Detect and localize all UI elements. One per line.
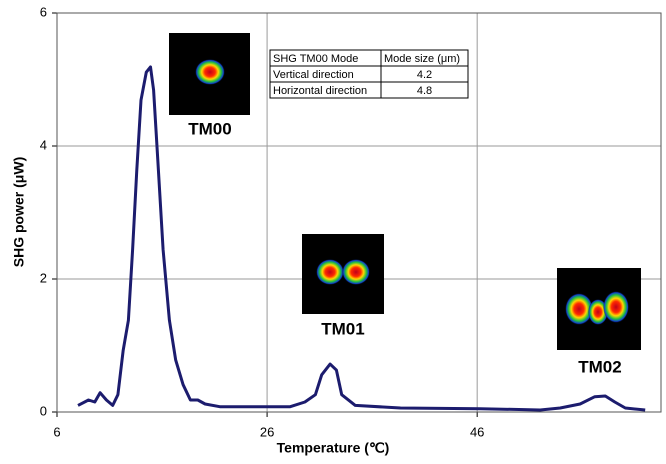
mode-spot [195,59,225,85]
table-header: Mode size (μm) [384,53,460,65]
table-cell: 4.2 [417,69,432,81]
mode-inset: TM00 [169,33,250,138]
mode-label: TM00 [188,119,231,138]
table-header: SHG TM00 Mode [273,53,358,65]
y-axis-label: SHG power (μW) [11,157,27,267]
x-tick-label: 46 [470,424,484,439]
mode-spot [565,293,593,325]
mode-spot [603,291,629,323]
table-cell: Horizontal direction [273,85,367,97]
mode-label: TM02 [578,357,621,376]
y-tick-label: 0 [40,403,47,418]
mode-label: TM01 [321,319,364,338]
inset-table: SHG TM00 Mode Mode size (μm) Vertical dire… [269,49,469,99]
mode-inset: TM02 [557,268,641,376]
data-line [77,65,646,412]
mode-spot [316,259,344,285]
y-tick-label: 6 [40,4,47,19]
y-tick-label: 2 [40,270,47,285]
x-tick-label: 26 [260,424,274,439]
x-axis-label: Temperature (℃) [277,440,390,456]
plot-frame [56,12,662,413]
x-tick-label: 6 [53,424,60,439]
mode-spot [342,259,370,285]
mode-inset: TM01 [302,234,384,338]
y-tick-label: 4 [40,137,47,152]
table-cell: 4.8 [417,85,432,97]
table-cell: Vertical direction [273,69,354,81]
mode-spot [588,299,608,325]
table-frame [269,49,469,99]
